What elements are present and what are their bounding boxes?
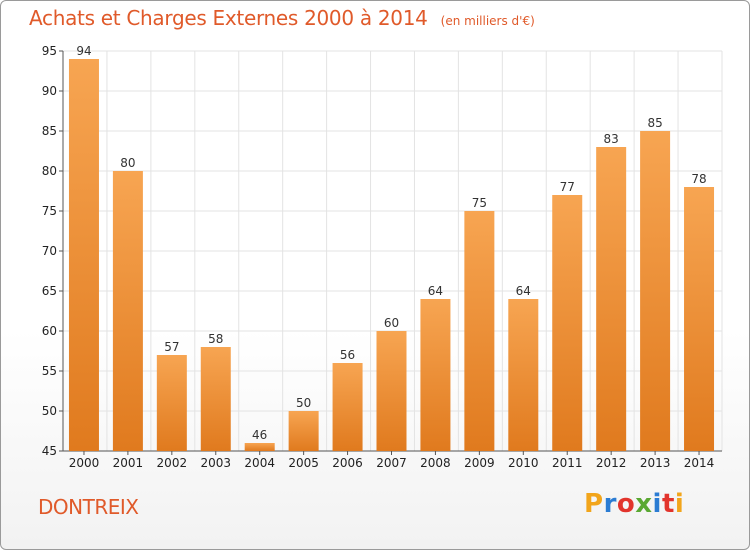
y-tick-label: 85 — [42, 124, 57, 138]
bar[interactable] — [156, 355, 187, 451]
bar[interactable] — [464, 211, 495, 451]
x-tick-label: 2007 — [376, 456, 407, 470]
data-label: 64 — [516, 284, 531, 298]
data-label: 94 — [76, 44, 91, 58]
bar[interactable] — [508, 299, 539, 451]
bar[interactable] — [376, 331, 407, 451]
data-label: 85 — [647, 116, 662, 130]
bar[interactable] — [288, 411, 319, 451]
y-tick-label: 75 — [42, 204, 57, 218]
y-tick-label: 65 — [42, 284, 57, 298]
y-tick-label: 55 — [42, 364, 57, 378]
logo-letter: i — [674, 489, 685, 519]
y-tick-label: 90 — [42, 84, 57, 98]
data-label: 78 — [691, 172, 706, 186]
x-tick-label: 2004 — [244, 456, 275, 470]
data-label: 57 — [164, 340, 179, 354]
bar[interactable] — [68, 59, 99, 451]
logo-letter: r — [603, 489, 617, 519]
bar[interactable] — [420, 299, 451, 451]
labels: 94 80 57 58 46 50 56 60 64 75 64 77 83 85 78 — [76, 44, 706, 442]
bar[interactable] — [200, 347, 231, 451]
data-label: 75 — [472, 196, 487, 210]
x-tick-label: 2013 — [640, 456, 671, 470]
data-label: 46 — [252, 428, 267, 442]
data-label: 60 — [384, 316, 399, 330]
x-tick-label: 2003 — [200, 456, 231, 470]
bar[interactable] — [244, 443, 275, 451]
x-tick-label: 2011 — [552, 456, 583, 470]
bar[interactable] — [596, 147, 627, 451]
data-label: 50 — [296, 396, 311, 410]
y-tick-label: 50 — [42, 404, 57, 418]
x-tick-label: 2014 — [684, 456, 715, 470]
x-tick-label: 2009 — [464, 456, 495, 470]
data-label: 80 — [120, 156, 135, 170]
bar[interactable] — [640, 131, 671, 451]
commune-name: DONTREIX — [38, 495, 139, 519]
x-tick-label: 2000 — [69, 456, 100, 470]
y-tick-label: 45 — [42, 444, 57, 458]
x-tick-label: 2010 — [508, 456, 539, 470]
logo-letter: t — [661, 489, 675, 519]
data-label: 56 — [340, 348, 355, 362]
chart-unit: (en milliers d'€) — [440, 14, 535, 28]
x-tick-label: 2005 — [288, 456, 319, 470]
bar[interactable] — [332, 363, 363, 451]
chart-title-group: Achats et Charges Externes 2000 à 2014 (… — [29, 6, 535, 30]
bar[interactable] — [552, 195, 583, 451]
bar[interactable] — [684, 187, 715, 451]
x-tick-label: 2001 — [113, 456, 144, 470]
x-tick-label: 2008 — [420, 456, 451, 470]
logo-letter: P — [584, 489, 604, 519]
x-tick-label: 2006 — [332, 456, 363, 470]
y-tick-label: 60 — [42, 324, 57, 338]
proxiti-logo[interactable]: Proxiti — [584, 489, 684, 519]
data-label: 58 — [208, 332, 223, 346]
data-label: 77 — [560, 180, 575, 194]
bar[interactable] — [112, 171, 143, 451]
bars — [68, 59, 715, 451]
data-label: 83 — [604, 132, 619, 146]
chart-title: Achats et Charges Externes 2000 à 2014 — [29, 6, 428, 30]
logo-letter: o — [616, 489, 636, 519]
logo-letter: i — [652, 489, 662, 519]
y-tick-label: 80 — [42, 164, 57, 178]
x-tick-label: 2002 — [157, 456, 188, 470]
logo-letter: x — [635, 489, 653, 519]
x-tick-label: 2012 — [596, 456, 627, 470]
data-label: 64 — [428, 284, 443, 298]
y-tick-label: 95 — [42, 44, 57, 58]
y-tick-label: 70 — [42, 244, 57, 258]
